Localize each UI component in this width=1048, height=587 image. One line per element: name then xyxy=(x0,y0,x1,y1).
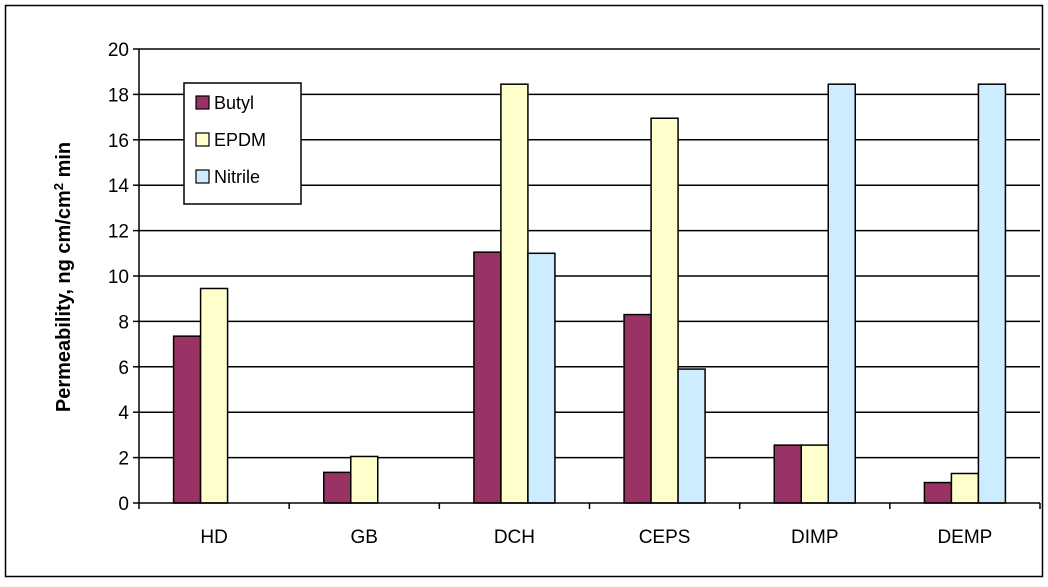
bar-epdm-demp xyxy=(950,472,980,504)
legend-label-butyl: Butyl xyxy=(214,93,254,113)
legend-swatch-butyl xyxy=(195,95,210,110)
bar-nitrile-ceps xyxy=(677,368,706,504)
y-tick-label: 6 xyxy=(118,358,129,379)
y-tick-label: 4 xyxy=(118,403,129,424)
y-axis-ticks: 0 2 4 6 8 10 12 14 16 18 20 xyxy=(108,40,139,515)
x-category-label: GB xyxy=(351,527,378,548)
x-category-label: DIMP xyxy=(791,527,839,548)
bar-nitrile-dch xyxy=(527,252,556,504)
bar-epdm-gb xyxy=(350,455,379,504)
bar-butyl-hd xyxy=(172,335,202,504)
y-tick-label: 18 xyxy=(108,85,129,106)
bar-butyl-ceps xyxy=(623,313,652,504)
y-tick-label: 10 xyxy=(108,267,129,288)
bar-nitrile-dimp xyxy=(827,83,856,504)
y-tick-label: 8 xyxy=(118,312,129,333)
legend-swatch-nitrile xyxy=(195,169,210,184)
legend-swatch-epdm xyxy=(195,132,210,147)
x-category-label: DEMP xyxy=(937,527,992,548)
bar-epdm-ceps xyxy=(650,117,679,504)
y-tick-label: 12 xyxy=(108,222,129,243)
legend-label-epdm: EPDM xyxy=(214,130,266,150)
x-category-label: HD xyxy=(200,527,227,548)
legend-label-nitrile: Nitrile xyxy=(214,167,260,187)
x-category-label: DCH xyxy=(494,527,535,548)
y-tick-label: 20 xyxy=(108,40,129,61)
bar-epdm-dimp xyxy=(800,444,829,504)
y-tick-label: 2 xyxy=(118,449,129,470)
bar-epdm-hd xyxy=(199,287,229,504)
bar-butyl-dimp xyxy=(773,444,802,504)
y-tick-label: 14 xyxy=(108,176,130,197)
bar-butyl-dch xyxy=(473,251,502,504)
bar-butyl-demp xyxy=(923,481,953,504)
y-tick-label: 0 xyxy=(118,494,129,515)
bar-epdm-dch xyxy=(500,83,529,504)
x-axis-labels: HD GB DCH CEPS DIMP DEMP xyxy=(200,527,992,548)
bar-nitrile-demp xyxy=(977,83,1007,504)
x-category-label: CEPS xyxy=(639,527,691,548)
y-tick-label: 16 xyxy=(108,131,129,152)
y-axis-title: Permeability, ng cm/cm2 min xyxy=(51,142,76,412)
legend: Butyl EPDM Nitrile xyxy=(183,82,302,205)
bar-butyl-gb xyxy=(323,471,352,504)
